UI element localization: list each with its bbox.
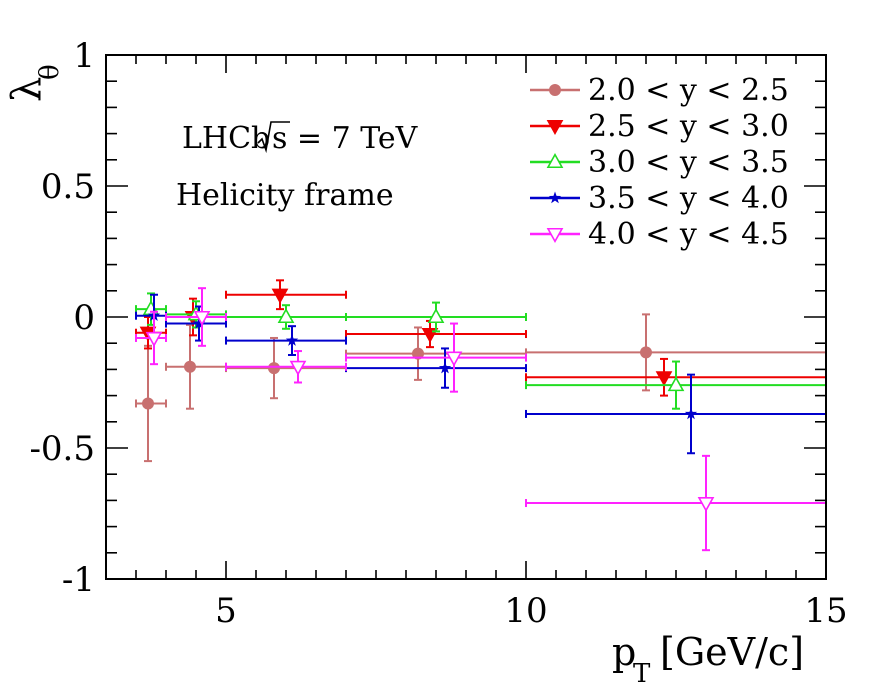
y-tick-label: -0.5: [29, 429, 95, 469]
y-tick-label: 0.5: [41, 167, 95, 207]
marker-triangle-up: [546, 153, 564, 169]
series: [135, 293, 827, 455]
x-axis-label-unit: [GeV/c]: [660, 630, 804, 674]
marker-star: [285, 334, 299, 346]
marker-triangle-down: [289, 360, 307, 376]
y-axis-label: λ θ: [4, 64, 65, 102]
x-tick-label: 10: [504, 591, 547, 631]
data-point: [225, 325, 347, 356]
marker-star: [192, 317, 206, 329]
series: [135, 292, 827, 410]
data-point: [225, 304, 347, 330]
legend-label: 2.0 < y < 2.5: [588, 73, 789, 108]
legend-entry: 3.5 < y < 4.0: [530, 181, 789, 216]
legend-label: 4.0 < y < 4.5: [588, 217, 789, 252]
sqrt-symbol: [257, 121, 290, 154]
data-point: [165, 287, 227, 347]
marker-circle: [640, 346, 652, 359]
marker-circle: [268, 362, 280, 375]
y-axis-label-main: λ: [4, 77, 50, 102]
marker-triangle-down: [271, 288, 289, 304]
x-axis-label-sub: T: [633, 659, 651, 689]
legend-entry: 2.0 < y < 2.5: [530, 73, 789, 108]
marker-star: [438, 361, 452, 374]
y-tick-label: -1: [62, 560, 95, 600]
marker-circle: [549, 84, 561, 96]
x-axis-label-main: p: [612, 630, 636, 674]
marker-circle: [184, 360, 196, 373]
marker-triangle-down: [546, 119, 564, 135]
marker-triangle-up: [427, 308, 445, 324]
legend-entry: 2.5 < y < 3.0: [530, 109, 789, 144]
marker-triangle-up: [277, 308, 295, 324]
legend-label: 2.5 < y < 3.0: [588, 109, 789, 144]
series: [135, 313, 827, 463]
marker-triangle-down: [546, 227, 564, 243]
legend: 2.0 < y < 2.52.5 < y < 3.03.0 < y < 3.53…: [530, 73, 789, 252]
data-point: [135, 310, 167, 366]
data-point: [225, 279, 347, 311]
annotation-frame: Helicity frame: [176, 178, 394, 213]
data-point: [525, 373, 827, 455]
marker-triangle-up: [667, 376, 685, 392]
data-point: [345, 322, 527, 393]
marker-star: [548, 191, 562, 204]
annotation-experiment: LHCb: [182, 121, 270, 156]
y-tick-label: 1: [73, 36, 95, 76]
marker-circle: [142, 397, 154, 410]
plot-data: [135, 279, 827, 552]
legend-label: 3.5 < y < 4.0: [588, 181, 789, 216]
series: [135, 287, 827, 552]
data-point: [345, 301, 527, 333]
y-axis-label-sub: θ: [35, 64, 65, 80]
marker-triangle-down: [697, 496, 715, 513]
x-tick-label: 5: [215, 591, 237, 631]
legend-entry: 3.0 < y < 3.5: [530, 145, 789, 180]
data-point: [135, 344, 167, 463]
legend-label: 3.0 < y < 3.5: [588, 145, 789, 180]
marker-triangle-down: [445, 351, 463, 367]
x-tick-label: 15: [804, 591, 847, 631]
marker-triangle-down: [655, 371, 673, 387]
data-point: [525, 360, 827, 410]
data-point: [225, 350, 347, 384]
marker-triangle-down: [145, 331, 163, 347]
marker-triangle-down: [193, 310, 211, 326]
legend-entry: 4.0 < y < 4.5: [530, 217, 789, 252]
marker-star: [684, 407, 698, 420]
axis-ticks: 5 10 15 -1 -0.5 0 0.5 1: [29, 36, 847, 631]
y-tick-label: 0: [73, 298, 95, 338]
annotation-energy: s = 7 TeV: [272, 121, 419, 156]
